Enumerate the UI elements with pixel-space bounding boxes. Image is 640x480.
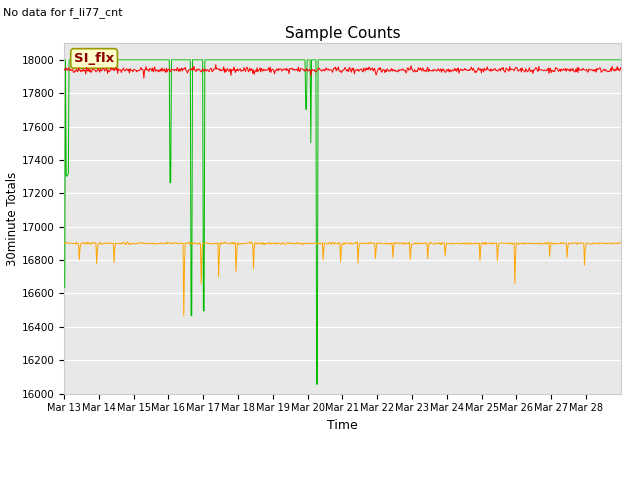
Text: No data for f_li77_cnt: No data for f_li77_cnt bbox=[3, 7, 123, 18]
Legend: wmp_cnt, lgr_cnt, li75_cnt: wmp_cnt, lgr_cnt, li75_cnt bbox=[192, 477, 493, 480]
Title: Sample Counts: Sample Counts bbox=[285, 25, 400, 41]
X-axis label: Time: Time bbox=[327, 419, 358, 432]
Y-axis label: 30minute Totals: 30minute Totals bbox=[6, 171, 19, 265]
Text: SI_flx: SI_flx bbox=[74, 52, 114, 65]
